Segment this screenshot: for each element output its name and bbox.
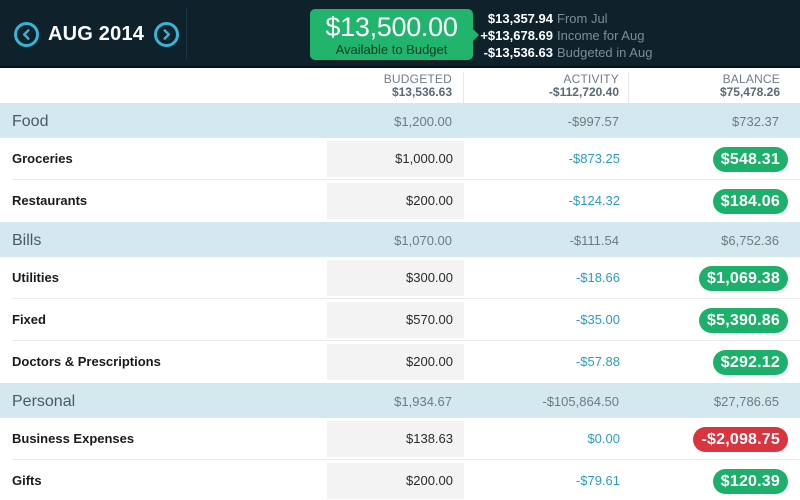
- master-category-name: Personal: [12, 393, 76, 410]
- master-category-row-food[interactable]: Food $1,200.00 -$997.57 $732.37: [0, 103, 800, 138]
- balance-pill[interactable]: $292.12: [712, 350, 788, 375]
- summary-amount: -$13,536.63: [483, 45, 553, 60]
- month-navigator: AUG 2014: [14, 0, 180, 68]
- activity-link[interactable]: -$18.66: [575, 270, 620, 285]
- chevron-left-icon: [23, 28, 30, 40]
- column-title: ACTIVITY: [563, 72, 619, 86]
- category-name: Groceries: [12, 151, 73, 166]
- balance-pill[interactable]: $184.06: [712, 189, 788, 214]
- category-name: Restaurants: [12, 193, 88, 208]
- summary-amount: $13,357.94: [487, 11, 553, 26]
- master-category-name: Food: [12, 113, 49, 130]
- master-category-row-personal[interactable]: Personal $1,934.67 -$105,864.50 $27,786.…: [0, 383, 800, 418]
- activity-column-header: ACTIVITY -$112,720.40: [549, 73, 619, 99]
- balance-pill-overspent[interactable]: -$2,098.75: [693, 427, 788, 452]
- chevron-right-icon: [163, 28, 171, 40]
- summary-amount: +$13,678.69: [480, 28, 553, 43]
- row-divider: [12, 340, 800, 341]
- column-total: -$112,720.40: [548, 85, 619, 99]
- master-category-name: Bills: [12, 232, 42, 249]
- balance-pill[interactable]: $5,390.86: [699, 308, 788, 333]
- summary-label: From Jul: [557, 11, 608, 26]
- column-total: $13,536.63: [391, 85, 452, 99]
- master-category-budgeted: $1,200.00: [394, 114, 452, 129]
- previous-month-button[interactable]: [14, 21, 39, 47]
- activity-link[interactable]: -$873.25: [568, 151, 620, 166]
- master-category-balance: $27,786.65: [713, 394, 779, 409]
- available-to-budget-badge[interactable]: $13,500.00 Available to Budget: [310, 9, 479, 60]
- budgeted-input[interactable]: $570.00: [327, 302, 464, 338]
- balance-pill[interactable]: $120.39: [712, 469, 788, 494]
- budget-summary: $13,357.94 From Jul +$13,678.69 Income f…: [480, 10, 652, 61]
- row-divider: [12, 298, 800, 299]
- budget-table: Food $1,200.00 -$997.57 $732.37 Grocerie…: [0, 103, 800, 500]
- category-row-gifts[interactable]: Gifts $200.00 -$79.61 $120.39: [0, 460, 800, 500]
- summary-label: Budgeted in Aug: [557, 45, 653, 60]
- category-name: Fixed: [12, 312, 46, 327]
- budgeted-input[interactable]: $200.00: [327, 463, 464, 499]
- header-divider: [186, 8, 187, 60]
- category-row-fixed[interactable]: Fixed $570.00 -$35.00 $5,390.86: [0, 299, 800, 341]
- master-category-activity: -$997.57: [567, 114, 619, 129]
- summary-budgeted: -$13,536.63 Budgeted in Aug: [480, 44, 653, 61]
- column-headers: BUDGETED $13,536.63 ACTIVITY -$112,720.4…: [0, 68, 800, 103]
- activity-link[interactable]: -$79.61: [575, 473, 620, 488]
- category-row-restaurants[interactable]: Restaurants $200.00 -$124.32 $184.06: [0, 180, 800, 222]
- column-total: $75,478.26: [719, 85, 780, 99]
- category-row-doctors-prescriptions[interactable]: Doctors & Prescriptions $200.00 -$57.88 …: [0, 341, 800, 383]
- master-category-activity: -$105,864.50: [542, 394, 619, 409]
- category-row-business-expenses[interactable]: Business Expenses $138.63 $0.00 -$2,098.…: [0, 418, 800, 460]
- master-category-balance: $6,752.36: [721, 233, 779, 248]
- budget-header: AUG 2014 $13,500.00 Available to Budget …: [0, 0, 800, 68]
- column-title: BUDGETED: [383, 72, 452, 86]
- category-row-utilities[interactable]: Utilities $300.00 -$18.66 $1,069.38: [0, 257, 800, 299]
- budgeted-input[interactable]: $1,000.00: [327, 141, 464, 177]
- category-name: Utilities: [12, 270, 59, 285]
- row-divider: [12, 459, 800, 460]
- column-title: BALANCE: [722, 72, 780, 86]
- category-name: Business Expenses: [12, 431, 135, 446]
- budgeted-input[interactable]: $200.00: [327, 183, 464, 219]
- master-category-budgeted: $1,934.67: [394, 394, 452, 409]
- activity-link[interactable]: $0.00: [587, 431, 620, 446]
- column-divider: [628, 72, 629, 103]
- current-month-label: AUG 2014: [48, 22, 145, 45]
- summary-income: +$13,678.69 Income for Aug: [480, 27, 652, 44]
- row-divider: [12, 179, 800, 180]
- balance-pill[interactable]: $1,069.38: [699, 266, 788, 291]
- summary-label: Income for Aug: [557, 28, 645, 43]
- column-divider: [463, 72, 464, 103]
- budgeted-input[interactable]: $138.63: [327, 421, 464, 457]
- available-to-budget-amount: $13,500.00: [325, 12, 458, 42]
- summary-from-last-month: $13,357.94 From Jul: [480, 10, 652, 27]
- category-name: Gifts: [12, 473, 42, 488]
- master-category-balance: $732.37: [732, 114, 779, 129]
- next-month-button[interactable]: [154, 21, 180, 47]
- category-row-groceries[interactable]: Groceries $1,000.00 -$873.25 $548.31: [0, 138, 800, 180]
- activity-link[interactable]: -$35.00: [575, 312, 620, 327]
- category-name: Doctors & Prescriptions: [12, 354, 161, 369]
- budgeted-input[interactable]: $200.00: [327, 344, 464, 380]
- activity-link[interactable]: -$124.32: [568, 193, 620, 208]
- budgeted-input[interactable]: $300.00: [327, 260, 464, 296]
- activity-link[interactable]: -$57.88: [575, 354, 620, 369]
- budgeted-column-header: BUDGETED $13,536.63: [384, 73, 452, 99]
- master-category-budgeted: $1,070.00: [394, 233, 452, 248]
- balance-pill[interactable]: $548.31: [712, 147, 788, 172]
- master-category-activity: -$111.54: [569, 233, 619, 248]
- available-to-budget-label: Available to Budget: [335, 42, 448, 57]
- master-category-row-bills[interactable]: Bills $1,070.00 -$111.54 $6,752.36: [0, 222, 800, 257]
- balance-column-header: BALANCE $75,478.26: [720, 73, 780, 99]
